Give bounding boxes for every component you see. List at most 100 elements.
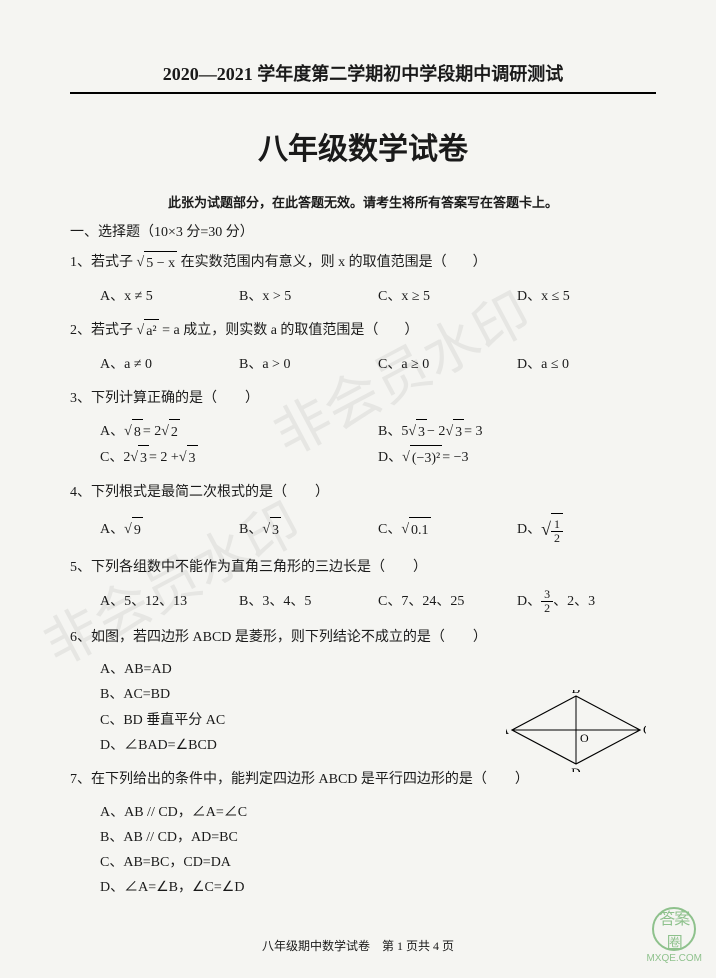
q4c-l: C、 — [378, 517, 401, 542]
q5d-l: D、 — [517, 589, 541, 614]
q4d-num: 1 — [551, 518, 563, 532]
q6-opt-c: C、BD 垂直平分 AC — [100, 708, 452, 733]
q2-stem-pre: 2、若式子 — [70, 323, 137, 338]
question-5: 5、下列各组数中不能作为直角三角形的三边长是（ ） — [70, 556, 656, 580]
q2-opt-a: A、a ≠ 0 — [100, 352, 239, 377]
q1-opt-a: A、x ≠ 5 — [100, 284, 239, 309]
q3c-mid: = 2 + — [149, 445, 179, 470]
paren-close: ） — [404, 323, 418, 338]
q3b-r1: 3 — [416, 419, 427, 445]
q2-stem-mid: = a 成立，则实数 a 的取值范围是（ — [162, 323, 378, 338]
q4-options: A、√9 B、√3 C、√0.1 D、√12 — [100, 513, 656, 546]
q7-opt-a: A、AB // CD，∠A=∠C — [100, 800, 656, 825]
rhombus-diagram: A B C D O — [506, 690, 646, 772]
section-1-heading: 一、选择题（10×3 分=30 分） — [70, 221, 656, 241]
q4-opt-b: B、√3 — [239, 513, 378, 546]
q3c-r2: 3 — [187, 445, 198, 471]
q7-opt-b: B、AB // CD，AD=BC — [100, 825, 656, 850]
q2-opt-b: B、a > 0 — [239, 352, 378, 377]
q2-radicand: a² — [144, 319, 158, 344]
question-3: 3、下列计算正确的是（ ） — [70, 387, 656, 411]
svg-text:O: O — [580, 731, 589, 745]
q1-radicand: 5 − x — [144, 251, 177, 276]
q2-opt-c: C、a ≥ 0 — [378, 352, 517, 377]
question-4: 4、下列根式是最简二次根式的是（ ） — [70, 481, 656, 505]
exam-header: 2020—2021 学年度第二学期初中学段期中调研测试 — [70, 60, 656, 94]
q3b-r2: 3 — [453, 419, 464, 445]
q1-opt-c: C、x ≥ 5 — [378, 284, 517, 309]
page-footer: 八年级期中数学试卷 第 1 页共 4 页 — [0, 937, 716, 954]
sqrt-icon: √a² — [137, 319, 159, 344]
q5-opt-a: A、5、12、13 — [100, 588, 239, 615]
q3-opt-d: D、 √(−3)² = −3 — [378, 445, 656, 471]
q3d-r1: (−3)² — [410, 445, 442, 471]
sqrt-icon: √3 — [130, 445, 149, 471]
q3d-pre: D、 — [378, 445, 402, 470]
svg-text:B: B — [572, 690, 581, 696]
sqrt-icon: √0.1 — [401, 517, 430, 543]
sqrt-icon: √2 — [161, 419, 180, 445]
q3a-r2: 2 — [169, 419, 180, 445]
q4d-den: 2 — [551, 532, 563, 545]
logo-url: MXQE.COM — [646, 953, 702, 964]
q5-opt-c: C、7、24、25 — [378, 588, 517, 615]
q1-stem-pre: 1、若式子 — [70, 255, 137, 270]
q5d-den: 2 — [541, 602, 553, 615]
q3a-pre: A、 — [100, 419, 124, 444]
question-1: 1、若式子 √5 − x 在实数范围内有意义，则 x 的取值范围是（ ） — [70, 251, 656, 276]
svg-text:A: A — [506, 722, 510, 737]
q6-opt-d: D、∠BAD=∠BCD — [100, 733, 452, 758]
q3-opt-c: C、2 √3 = 2 + √3 — [100, 445, 378, 471]
q4b-r: 3 — [270, 517, 281, 543]
q3-opt-b: B、5 √3 − 2 √3 = 3 — [378, 419, 656, 445]
q4c-r: 0.1 — [409, 517, 431, 543]
q5d-num: 3 — [541, 588, 553, 602]
q2-opt-d: D、a ≤ 0 — [517, 352, 656, 377]
q3c-pre: C、2 — [100, 445, 130, 470]
watermark-text: 非会员水印 — [27, 479, 312, 682]
q3a-mid: = 2 — [143, 419, 161, 444]
paren-close: ） — [473, 255, 487, 270]
q5d-post: 、2、3 — [553, 589, 595, 614]
q6-opt-b: B、AC=BD — [100, 682, 452, 707]
fraction: 32 — [541, 588, 553, 615]
q7-opt-c: C、AB=BC，CD=DA — [100, 850, 656, 875]
q1-opt-b: B、x > 5 — [239, 284, 378, 309]
q4a-l: A、 — [100, 517, 124, 542]
exam-notice: 此张为试题部分，在此答题无效。请考生将所有答案写在答题卡上。 — [70, 192, 656, 211]
fraction: 12 — [551, 518, 563, 545]
sqrt-icon: √(−3)² — [402, 445, 442, 471]
q7-options: A、AB // CD，∠A=∠C B、AB // CD，AD=BC C、AB=B… — [100, 800, 656, 901]
sqrt-icon: √5 − x — [137, 251, 178, 276]
q4-opt-d: D、√12 — [517, 513, 656, 546]
q3b-mid: − 2 — [427, 419, 445, 444]
question-2: 2、若式子 √a² = a 成立，则实数 a 的取值范围是（ ） — [70, 319, 656, 344]
svg-text:C: C — [643, 722, 646, 737]
q6-opt-a: A、AB=AD — [100, 657, 452, 682]
q3b-post: = 3 — [464, 419, 482, 444]
q6-options: A、AB=AD B、AC=BD C、BD 垂直平分 AC D、∠BAD=∠BCD — [100, 657, 452, 758]
sqrt-icon: √12 — [541, 513, 563, 546]
q3-opt-a: A、 √8 = 2 √2 — [100, 419, 378, 445]
q1-opt-d: D、x ≤ 5 — [517, 284, 656, 309]
q3d-post: = −3 — [442, 445, 468, 470]
q1-options: A、x ≠ 5 B、x > 5 C、x ≥ 5 D、x ≤ 5 — [100, 284, 656, 309]
sqrt-icon: √8 — [124, 419, 143, 445]
question-6: 6、如图，若四边形 ABCD 是菱形，则下列结论不成立的是（ ） — [70, 626, 656, 650]
q3c-r1: 3 — [138, 445, 149, 471]
q1-stem-post: 在实数范围内有意义，则 x 的取值范围是（ — [181, 255, 447, 270]
q4a-r: 9 — [132, 517, 143, 543]
q3-options: A、 √8 = 2 √2 B、5 √3 − 2 √3 = 3 C、2 √3 = … — [100, 419, 656, 471]
q3b-pre: B、5 — [378, 419, 408, 444]
q4-opt-a: A、√9 — [100, 513, 239, 546]
q2-options: A、a ≠ 0 B、a > 0 C、a ≥ 0 D、a ≤ 0 — [100, 352, 656, 377]
sqrt-icon: √9 — [124, 517, 143, 543]
q7-opt-d: D、∠A=∠B，∠C=∠D — [100, 875, 656, 900]
q3a-r1: 8 — [132, 419, 143, 445]
sqrt-icon: √3 — [179, 445, 198, 471]
q5-opt-b: B、3、4、5 — [239, 588, 378, 615]
q5-options: A、5、12、13 B、3、4、5 C、7、24、25 D、32、2、3 — [100, 588, 656, 615]
q4d-l: D、 — [517, 517, 541, 542]
svg-text:D: D — [571, 765, 580, 772]
q4b-l: B、 — [239, 517, 262, 542]
